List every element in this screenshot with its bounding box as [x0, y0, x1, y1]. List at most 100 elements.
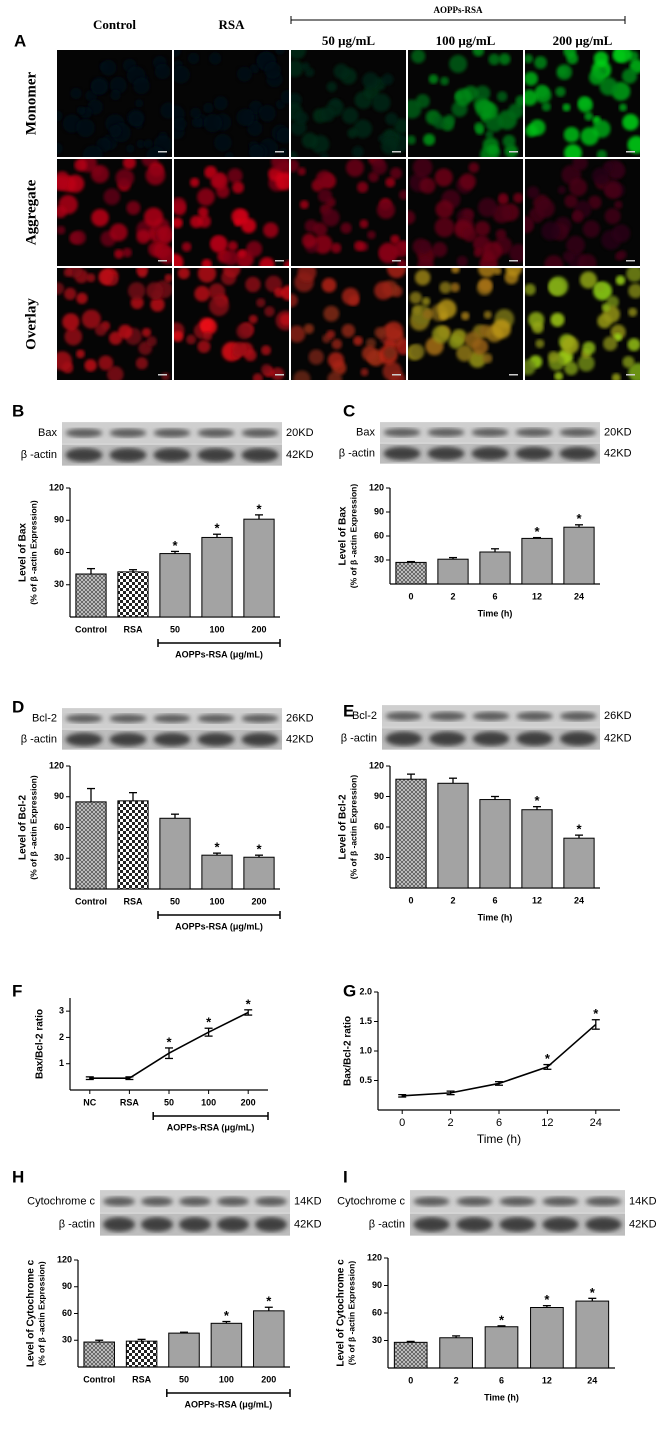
bar: [253, 1310, 285, 1368]
cell: [615, 275, 626, 286]
cell: [460, 311, 470, 321]
blot-band: [585, 1196, 622, 1207]
cell: [271, 367, 285, 380]
x-tick-label: 6: [492, 895, 497, 905]
cell: [291, 50, 307, 60]
x-tick-label: 200: [261, 1374, 276, 1384]
cell: [189, 177, 200, 188]
y-axis-label: (% of β -actin Expression): [348, 775, 358, 880]
cell: [487, 144, 499, 156]
blot-size: 42KD: [286, 733, 314, 745]
cell: [281, 285, 289, 301]
blot-size: 42KD: [604, 447, 632, 459]
blot-band: [559, 446, 597, 461]
error-bar: [491, 795, 499, 800]
significance-star: *: [224, 1308, 230, 1323]
y-tick-label: 30: [372, 1335, 382, 1345]
cell: [432, 325, 450, 344]
panel-letter: F: [12, 981, 22, 1000]
cell: [141, 327, 152, 338]
cell: [203, 102, 214, 114]
cell: [541, 221, 561, 241]
cell: [248, 314, 258, 324]
blot-band: [65, 428, 103, 438]
cell: [136, 139, 146, 149]
cell: [478, 197, 498, 218]
y-axis-label: Level of Bax: [18, 523, 29, 582]
blot-band: [427, 446, 465, 461]
cell: [347, 127, 358, 139]
bar: [479, 799, 511, 889]
micrograph: [57, 268, 172, 380]
cell: [214, 133, 232, 152]
cell: [535, 339, 545, 349]
cell: [372, 93, 391, 112]
x-axis-label: Time (h): [478, 912, 513, 922]
cell: [177, 268, 190, 280]
cell: [422, 308, 434, 320]
column-label: RSA: [218, 17, 245, 32]
bar: [168, 1332, 200, 1368]
bar: [210, 1322, 243, 1368]
cell: [485, 130, 494, 139]
cell: [468, 162, 480, 173]
x-tick-label: 0: [408, 1375, 413, 1385]
cell: [381, 137, 398, 155]
row-label: Monomer: [23, 72, 39, 136]
bar: [521, 809, 553, 889]
cell: [483, 310, 492, 319]
y-tick-label: 90: [54, 515, 64, 525]
cell: [371, 159, 388, 175]
x-tick-label: 2: [454, 1375, 459, 1385]
cell: [236, 323, 253, 340]
error-bar: [165, 1047, 173, 1060]
cell: [291, 159, 300, 173]
scale-bar: [392, 151, 401, 153]
y-axis-label: Bax/Bcl-2 ratio: [35, 1009, 46, 1079]
cell: [157, 226, 172, 244]
y-tick-label: 30: [62, 1335, 72, 1345]
cell: [564, 361, 579, 376]
cell: [109, 124, 122, 138]
cell: [515, 95, 523, 107]
cell: [508, 103, 523, 119]
panel-letter: B: [12, 401, 24, 420]
scale-bar: [275, 260, 284, 262]
column-label: 50 μg/mL: [322, 33, 376, 48]
blot-band: [217, 1196, 249, 1207]
group-label: AOPPs-RSA: [434, 5, 483, 15]
y-tick-label: 30: [54, 579, 64, 589]
cell: [109, 76, 127, 94]
blot-band: [499, 1217, 536, 1232]
cell: [593, 51, 609, 67]
cell: [194, 285, 211, 302]
significance-star: *: [214, 840, 220, 855]
blot-band: [217, 1217, 249, 1232]
cell: [437, 299, 457, 319]
micrograph: [525, 268, 640, 380]
cell: [472, 50, 485, 57]
significance-star: *: [206, 1015, 212, 1030]
cell: [146, 146, 166, 157]
cell: [330, 242, 342, 254]
blot-band: [109, 447, 147, 463]
blot-band: [241, 428, 279, 438]
cell: [174, 50, 181, 58]
blot-band: [179, 1217, 211, 1232]
y-axis-label: Level of Cytochrome c: [336, 1259, 347, 1367]
x-tick-label: 100: [209, 624, 224, 634]
error-bar: [446, 1090, 455, 1096]
y-tick-label: 2: [59, 1032, 64, 1042]
cell: [622, 355, 635, 369]
cell: [71, 230, 86, 245]
blot-band: [542, 1196, 579, 1207]
blot-band: [559, 711, 597, 721]
cell: [146, 335, 157, 347]
cell: [365, 338, 377, 349]
cell: [133, 77, 150, 95]
cell: [201, 258, 212, 266]
blot-band: [559, 428, 597, 437]
scale-bar: [626, 374, 635, 376]
cell: [473, 247, 483, 258]
cell: [491, 319, 511, 339]
